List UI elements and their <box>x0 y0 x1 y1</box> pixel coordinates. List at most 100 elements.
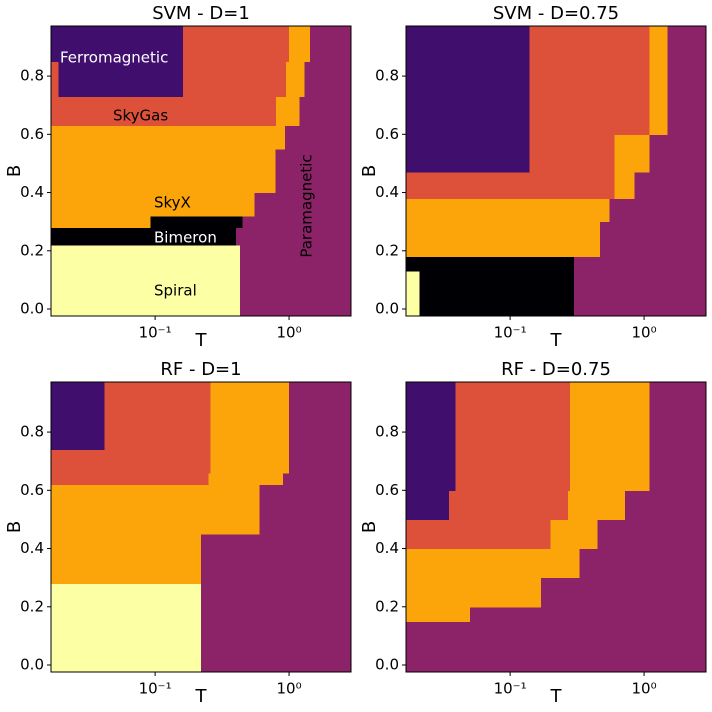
y-tick-label: 0.0 <box>20 656 44 674</box>
phase-cell <box>259 484 352 535</box>
phase-cell <box>614 134 651 173</box>
phase-cell <box>150 215 244 228</box>
y-tick-label: 0.0 <box>375 656 399 674</box>
phase-cell <box>276 96 301 127</box>
phase-cell <box>406 256 575 272</box>
y-tick-label: 0.4 <box>375 539 399 557</box>
phase-cell <box>200 533 352 584</box>
x-tick-label: 10⁰ <box>277 680 302 698</box>
y-tick-label: 0.8 <box>20 67 44 85</box>
x-axis-label: T <box>550 330 563 351</box>
phase-cell <box>406 577 542 608</box>
plot-frame <box>50 25 352 317</box>
x-axis-label: T <box>550 686 563 707</box>
phase-cell <box>51 215 151 228</box>
phase-cell <box>200 583 352 673</box>
phase-cell <box>574 271 707 317</box>
x-axis-label: T <box>195 686 208 707</box>
phase-cell <box>529 134 615 173</box>
y-tick-label: 0.8 <box>375 67 399 85</box>
x-tick-label: 10⁰ <box>632 324 657 342</box>
phase-cell <box>284 125 352 150</box>
phase-cell <box>299 96 352 127</box>
y-tick-label: 0.6 <box>375 481 399 499</box>
phase-cell <box>51 382 106 451</box>
x-tick-label: 10⁻¹ <box>139 680 172 698</box>
phase-cell <box>609 198 707 223</box>
phase-cell <box>51 449 212 474</box>
phase-cell <box>309 26 352 63</box>
panel-title: SVM - D=0.75 <box>493 3 619 24</box>
phase-cell <box>51 583 202 673</box>
phase-annotation: SkyGas <box>113 107 168 125</box>
panel-title: RF - D=1 <box>160 359 241 380</box>
phase-cell <box>649 134 707 173</box>
x-axis-label: T <box>195 330 208 351</box>
phase-cell <box>600 221 707 258</box>
phase-cell <box>634 172 707 199</box>
phase-cell <box>51 484 260 535</box>
phase-cell <box>574 256 707 272</box>
y-tick-label: 0.4 <box>375 183 399 201</box>
phase-cell <box>540 577 707 608</box>
panel: 0.0 0.2 0.4 0.6 0.8 10⁻¹ 10⁰ SVM - D=1 T B Ferroma… <box>4 3 352 351</box>
phase-annotation: Paramagnetic <box>298 154 316 257</box>
phase-cell <box>597 519 707 550</box>
phase-cell <box>51 244 241 317</box>
phase-cell <box>406 490 450 520</box>
phase-cell <box>614 172 636 199</box>
phase-cell <box>529 26 651 135</box>
y-axis-label: B <box>359 521 380 533</box>
phase-cell <box>210 382 290 451</box>
y-tick-label: 0.0 <box>375 300 399 318</box>
phase-cell <box>667 26 707 135</box>
phase-cell <box>51 96 277 127</box>
phase-cell <box>304 61 352 97</box>
phase-cell <box>406 621 707 673</box>
phase-cell <box>406 271 420 317</box>
phase-cell <box>239 244 352 317</box>
phase-cell <box>406 221 601 258</box>
phase-annotation: SkyX <box>154 194 191 212</box>
phase-cell <box>624 490 707 520</box>
phase-annotation: Spiral <box>154 282 197 300</box>
phase-cell <box>649 26 669 135</box>
phase-cell <box>51 61 60 97</box>
y-axis-label: B <box>4 521 25 533</box>
phase-cell <box>208 472 284 485</box>
phase-annotation: Bimeron <box>154 229 217 247</box>
phase-cell <box>51 192 255 217</box>
panel: 0.0 0.2 0.4 0.6 0.8 10⁻¹ 10⁰ RF - D=1 T B <box>4 359 352 707</box>
panel: 0.0 0.2 0.4 0.6 0.8 10⁻¹ 10⁰ SVM - D=0.75 T B <box>359 3 707 351</box>
y-tick-label: 0.2 <box>20 597 44 615</box>
phase-cell <box>51 125 286 150</box>
x-tick-label: 10⁻¹ <box>494 680 527 698</box>
phase-cell <box>51 26 184 63</box>
y-axis-label: B <box>359 165 380 177</box>
phase-cell <box>406 172 615 199</box>
phase-cell <box>183 26 290 63</box>
phase-cell <box>282 472 352 485</box>
plot-frame <box>405 25 707 317</box>
phase-cell <box>449 490 569 520</box>
y-tick-label: 0.4 <box>20 539 44 557</box>
phase-cell <box>104 382 212 451</box>
phase-cell <box>51 148 276 194</box>
plot-frame <box>50 381 352 673</box>
y-tick-label: 0.8 <box>375 423 399 441</box>
phase-cell <box>579 548 707 579</box>
phase-cell <box>567 490 626 520</box>
phase-cell <box>419 271 575 317</box>
phase-cell <box>289 382 352 451</box>
phase-cell <box>455 382 571 491</box>
phase-cell <box>210 449 290 474</box>
phase-cell <box>183 61 287 97</box>
panel: 0.0 0.2 0.4 0.6 0.8 10⁻¹ 10⁰ RF - D=0.75 T B <box>359 359 707 707</box>
y-tick-label: 0.4 <box>20 183 44 201</box>
phase-cell <box>51 472 209 485</box>
phase-cell <box>286 61 305 97</box>
phase-cell <box>406 134 531 173</box>
phase-cell <box>289 449 352 474</box>
panel-title: RF - D=0.75 <box>501 359 611 380</box>
